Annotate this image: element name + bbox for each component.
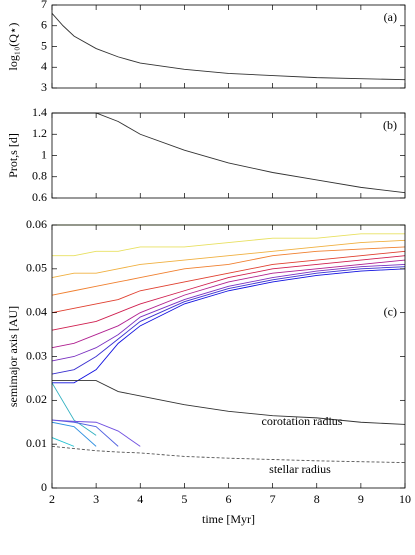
y-axis-label: semimajor axis [AU] <box>6 306 20 407</box>
x-tick-label: 4 <box>137 492 143 506</box>
annotation: stellar radius <box>269 462 331 476</box>
panel-label: (a) <box>384 10 397 24</box>
y-tick-label: 0.04 <box>26 304 47 318</box>
y-tick-label: 1.2 <box>32 126 47 140</box>
y-tick-label: 3 <box>41 80 47 94</box>
y-tick-label: 1 <box>41 147 47 161</box>
y-tick-label: 0.06 <box>26 217 47 231</box>
y-tick-label: 5 <box>41 38 47 52</box>
data-line <box>52 380 406 425</box>
y-tick-label: 0.03 <box>26 348 47 362</box>
data-line <box>51 259 406 349</box>
data-line <box>51 266 406 375</box>
y-axis-label: log₁₀(Q⋆) <box>6 23 20 71</box>
data-line <box>51 250 406 314</box>
annotation: corotation radius <box>262 414 343 428</box>
x-tick-label: 2 <box>49 492 55 506</box>
data-line <box>52 112 406 194</box>
plot-frame <box>51 4 406 89</box>
x-tick-label: 3 <box>93 492 99 506</box>
data-line <box>52 233 405 257</box>
y-tick-label: 1.4 <box>32 105 47 119</box>
data-line <box>51 382 97 436</box>
data-line <box>51 255 406 331</box>
y-tick-label: 0.05 <box>26 261 47 275</box>
x-tick-label: 7 <box>270 492 276 506</box>
data-line <box>51 421 97 447</box>
data-line <box>51 419 141 447</box>
plot-frame <box>51 112 406 199</box>
y-tick-label: 0.02 <box>26 392 47 406</box>
y-axis-label: Prot,s [d] <box>6 133 20 178</box>
data-line <box>51 437 75 447</box>
data-line <box>51 264 406 362</box>
x-tick-label: 5 <box>181 492 187 506</box>
y-tick-label: 0.01 <box>26 436 47 450</box>
data-line <box>51 13 406 81</box>
panel-label: (c) <box>384 304 397 318</box>
y-tick-label: 0 <box>41 480 47 494</box>
x-tick-label: 9 <box>358 492 364 506</box>
y-tick-label: 6 <box>41 18 47 32</box>
data-line <box>51 445 406 464</box>
data-line <box>51 239 406 279</box>
data-line <box>52 268 406 384</box>
x-tick-label: 6 <box>226 492 232 506</box>
x-axis-label: time [Myr] <box>202 512 255 526</box>
x-tick-label: 8 <box>314 492 320 506</box>
y-tick-label: 7 <box>41 0 47 11</box>
y-tick-label: 0.8 <box>32 169 47 183</box>
y-tick-label: 4 <box>41 59 47 73</box>
panel-label: (b) <box>383 118 397 132</box>
data-line <box>51 246 406 296</box>
y-tick-label: 0.6 <box>32 190 47 204</box>
x-tick-label: 10 <box>399 492 411 506</box>
